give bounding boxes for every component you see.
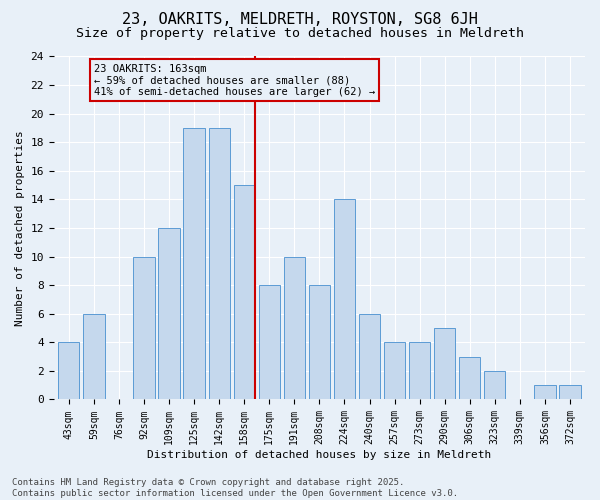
Bar — [209, 128, 230, 400]
Bar — [309, 285, 330, 400]
Bar — [384, 342, 405, 400]
Bar — [158, 228, 179, 400]
Bar — [259, 285, 280, 400]
Bar — [534, 385, 556, 400]
Text: Size of property relative to detached houses in Meldreth: Size of property relative to detached ho… — [76, 28, 524, 40]
Bar — [434, 328, 455, 400]
Bar — [184, 128, 205, 400]
Bar — [233, 185, 255, 400]
Bar — [484, 371, 505, 400]
Y-axis label: Number of detached properties: Number of detached properties — [15, 130, 25, 326]
Bar — [359, 314, 380, 400]
Bar — [409, 342, 430, 400]
Bar — [83, 314, 104, 400]
Bar — [284, 256, 305, 400]
Bar — [58, 342, 79, 400]
Text: 23, OAKRITS, MELDRETH, ROYSTON, SG8 6JH: 23, OAKRITS, MELDRETH, ROYSTON, SG8 6JH — [122, 12, 478, 28]
Text: 23 OAKRITS: 163sqm
← 59% of detached houses are smaller (88)
41% of semi-detache: 23 OAKRITS: 163sqm ← 59% of detached hou… — [94, 64, 375, 97]
Bar — [459, 356, 481, 400]
Bar — [334, 200, 355, 400]
Bar — [133, 256, 155, 400]
Bar — [559, 385, 581, 400]
X-axis label: Distribution of detached houses by size in Meldreth: Distribution of detached houses by size … — [147, 450, 491, 460]
Text: Contains HM Land Registry data © Crown copyright and database right 2025.
Contai: Contains HM Land Registry data © Crown c… — [12, 478, 458, 498]
